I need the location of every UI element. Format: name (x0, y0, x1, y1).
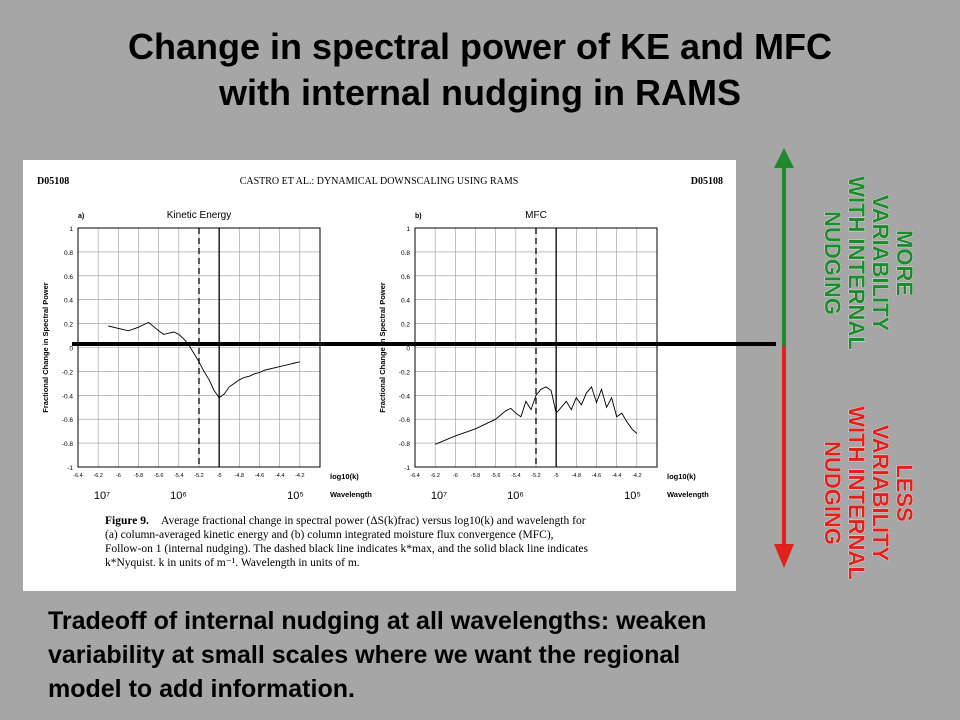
y-tick-label: -0.4 (62, 393, 74, 400)
x-axis-label: log10(k) (667, 472, 696, 481)
caption-line-4: k*Nyquist. k in units of m⁻¹. Wavelength… (105, 557, 360, 569)
x-tick-label: -5.6 (491, 473, 500, 479)
panel-label: b) (415, 213, 422, 220)
y-tick-label: -1 (404, 465, 410, 472)
paper-figure: D05108 CASTRO ET AL.: DYNAMICAL DOWNSCAL… (23, 160, 736, 591)
x-tick-label: -6 (453, 473, 458, 479)
title-line-1: Change in spectral power of KE and MFC (127, 26, 833, 67)
bottom-line-3: model to add information. (48, 675, 355, 703)
caption-line-1: Average fractional change in spectral po… (161, 515, 586, 527)
y-tick-label: 0 (406, 346, 410, 353)
y-tick-label: -0.6 (62, 417, 74, 424)
x-tick-label: -5.2 (531, 473, 540, 479)
x-tick-label: -5 (554, 473, 559, 479)
x-tick-label: -5.4 (174, 473, 183, 479)
x-tick-label: -5 (217, 473, 222, 479)
y-tick-label: 0.4 (64, 298, 73, 305)
x-tick-label: -6.4 (410, 473, 419, 479)
panel-label: a) (78, 213, 84, 220)
header-left: D05108 (37, 176, 69, 187)
x-tick-label: -4.4 (612, 473, 621, 479)
header-center: CASTRO ET AL.: DYNAMICAL DOWNSCALING USI… (240, 176, 519, 187)
y-tick-label: 1 (69, 226, 73, 233)
series-line (435, 385, 638, 445)
y-tick-label: 1 (406, 226, 410, 233)
y-axis-label: Fractional Change in Spectral Power (378, 282, 387, 413)
caption-line-3: Follow-on 1 (internal nudging). The dash… (105, 543, 589, 555)
less-line-2: VARIABILITY (868, 424, 894, 562)
less-line-1: LESS (892, 464, 918, 522)
y-tick-label: -0.2 (399, 369, 411, 376)
less-variability-label: LESS VARIABILITY WITH INTERNAL NUDGING (820, 363, 918, 623)
y-tick-label: 0.8 (64, 250, 73, 257)
less-line-4: NUDGING (820, 441, 846, 545)
caption-bold: Figure 9. (105, 515, 149, 527)
y-axis-label: Fractional Change in Spectral Power (41, 282, 50, 413)
x-tick-label: -5.8 (471, 473, 480, 479)
y-tick-label: 0.2 (401, 322, 410, 329)
title-line-2: with internal nudging in RAMS (219, 72, 741, 113)
x-tick-label: -5.2 (194, 473, 203, 479)
x-tick-label: -4.6 (255, 473, 264, 479)
more-line-4: NUDGING (820, 211, 846, 315)
y-tick-label: 0 (69, 346, 73, 353)
x-tick-label: -6.2 (93, 473, 102, 479)
x-tick-label: -4.4 (275, 473, 284, 479)
x-tick-label: -5.8 (134, 473, 143, 479)
wavelength-tick-label: 10⁶ (507, 490, 524, 502)
x-tick-label: -6 (116, 473, 121, 479)
wavelength-tick-label: 10⁵ (287, 490, 304, 502)
wavelength-tick-label: 10⁷ (431, 490, 447, 502)
bottom-line-2: variability at small scales where we wan… (48, 641, 681, 669)
y-tick-label: 0.8 (401, 250, 410, 257)
wavelength-tick-label: 10⁷ (94, 490, 110, 502)
wavelength-label: Wavelength (667, 490, 709, 499)
y-tick-label: -0.6 (399, 417, 411, 424)
more-variability-label: MORE VARIABILITY WITH INTERNAL NUDGING (820, 133, 918, 393)
less-line-3: WITH INTERNAL (844, 406, 870, 580)
down-arrow-head-icon (774, 544, 794, 568)
more-line-1: MORE (892, 230, 918, 297)
zero-reference-line (72, 342, 776, 346)
x-axis-label: log10(k) (330, 472, 359, 481)
panel-a: -1 -0.8 -0.6 -0.4 -0.2 0 0.2 0.4 0.6 0.8 1 -6.4 -6.2… (41, 210, 372, 502)
y-tick-label: -0.8 (399, 441, 411, 448)
wavelength-tick-label: 10⁶ (170, 490, 187, 502)
x-tick-label: -4.6 (592, 473, 601, 479)
green-arrow-shaft (782, 166, 786, 346)
more-line-3: WITH INTERNAL (844, 176, 870, 350)
panel-b: -1 -0.8 -0.6 -0.4 -0.2 0 0.2 0.4 0.6 0.8 1 -6.4 -6.2… (378, 210, 709, 502)
y-tick-label: -0.4 (399, 393, 411, 400)
x-tick-label: -5.4 (511, 473, 520, 479)
red-arrow-shaft (782, 346, 786, 544)
panel-title: MFC (525, 210, 547, 221)
x-tick-label: -4.8 (572, 473, 581, 479)
y-tick-label: -0.8 (62, 441, 74, 448)
more-line-2: VARIABILITY (868, 194, 894, 332)
y-tick-label: -0.2 (62, 369, 74, 376)
x-tick-label: -4.2 (295, 473, 304, 479)
y-tick-label: 0.4 (401, 298, 410, 305)
wavelength-tick-label: 10⁵ (624, 490, 641, 502)
up-arrow-head-icon (774, 148, 794, 168)
wavelength-label: Wavelength (330, 490, 372, 499)
variability-arrow (774, 148, 794, 568)
y-tick-label: 0.6 (401, 274, 410, 281)
x-tick-label: -6.4 (73, 473, 82, 479)
slide-title: Change in spectral power of KE and MFC w… (0, 24, 960, 116)
x-tick-label: -6.2 (430, 473, 439, 479)
y-tick-label: -1 (67, 465, 73, 472)
x-tick-label: -4.8 (235, 473, 244, 479)
x-tick-label: -4.2 (632, 473, 641, 479)
y-tick-label: 0.2 (64, 322, 73, 329)
bottom-line-1: Tradeoff of internal nudging at all wave… (48, 607, 707, 635)
series-line (108, 321, 300, 399)
bottom-caption: Tradeoff of internal nudging at all wave… (48, 604, 948, 706)
caption-line-2: (a) column-averaged kinetic energy and (… (105, 529, 554, 541)
y-tick-label: 0.6 (64, 274, 73, 281)
figure-svg: D05108 CASTRO ET AL.: DYNAMICAL DOWNSCAL… (37, 176, 723, 569)
header-right: D05108 (691, 176, 723, 187)
x-tick-label: -5.6 (154, 473, 163, 479)
panel-title: Kinetic Energy (167, 210, 231, 221)
